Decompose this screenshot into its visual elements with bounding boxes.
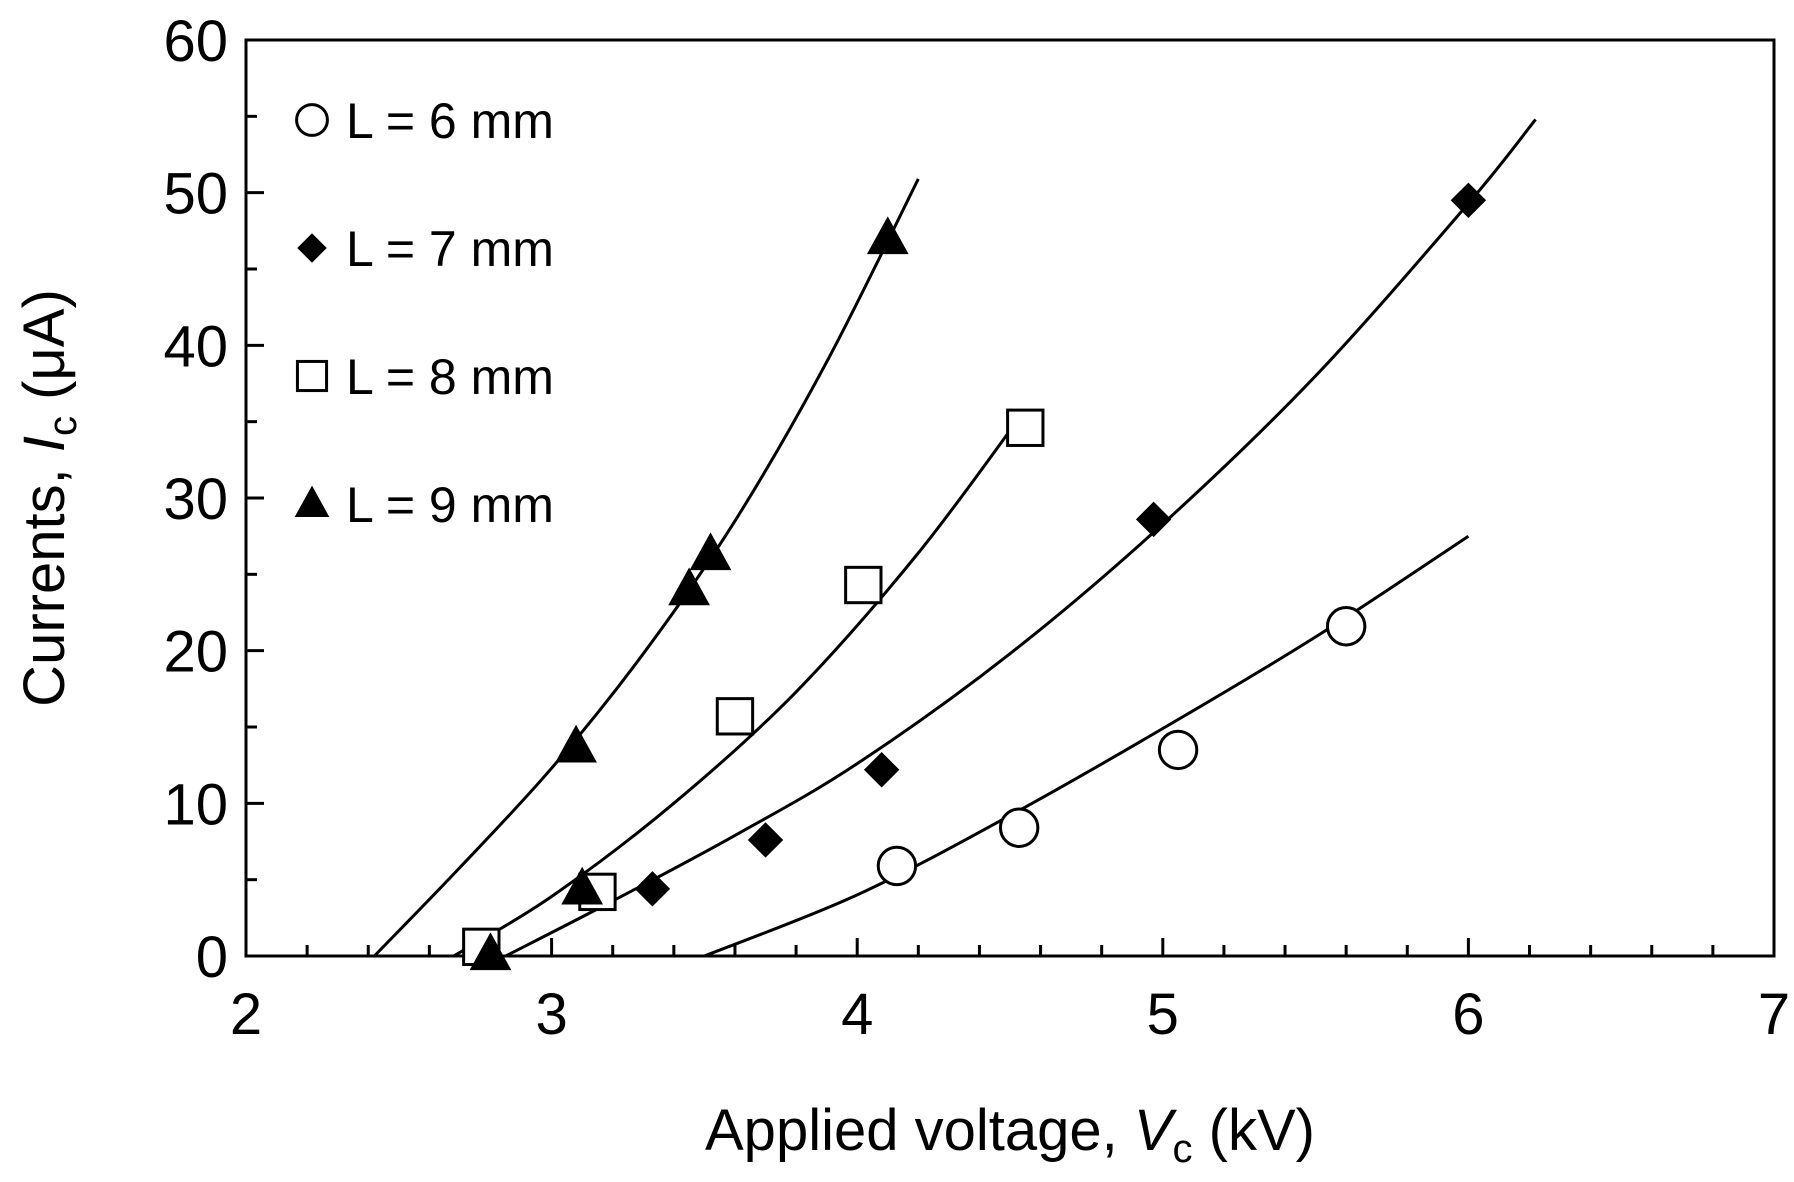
data-point-l9 — [469, 932, 512, 971]
data-point-l7 — [747, 822, 784, 858]
legend-marker-l7 — [297, 233, 327, 263]
x-tick-label: 6 — [1452, 982, 1484, 1047]
x-axis-title-symbol: V — [1134, 1098, 1178, 1163]
data-markers — [462, 182, 1487, 971]
data-point-l7 — [1135, 501, 1172, 538]
x-axis-title-unit: (kV) — [1193, 1098, 1315, 1163]
data-point-l9 — [555, 724, 597, 763]
legend-label-l8: L = 8 mm — [346, 349, 554, 405]
fit-curve-l9 — [373, 178, 920, 958]
y-axis-title-unit: (μA) — [12, 289, 77, 416]
y-tick-label: 50 — [163, 162, 228, 227]
data-point-l6 — [998, 807, 1040, 848]
y-tick-label: 40 — [163, 314, 228, 379]
x-tick-label: 2 — [230, 982, 262, 1047]
y-tick-label: 20 — [163, 620, 228, 685]
legend-marker-l9 — [294, 485, 330, 517]
data-point-l9 — [561, 866, 604, 905]
y-axis-title-subscript: c — [41, 416, 85, 436]
data-point-l9 — [689, 532, 732, 571]
x-tick-label: 3 — [535, 982, 567, 1047]
x-axis-title-prefix: Applied voltage, — [705, 1098, 1134, 1163]
x-axis-title-subscript: c — [1173, 1127, 1193, 1171]
legend-label-l9: L = 9 mm — [346, 477, 554, 533]
x-tick-label: 7 — [1758, 982, 1790, 1047]
y-axis-title: Currents, Ic (μA) — [12, 289, 85, 707]
y-tick-label: 60 — [163, 9, 228, 74]
y-axis-title-prefix: Currents, — [12, 452, 77, 707]
y-axis-title-symbol: I — [12, 436, 77, 452]
legend-label-l7: L = 7 mm — [346, 221, 554, 277]
x-tick-label: 4 — [841, 982, 873, 1047]
y-tick-label: 10 — [163, 772, 228, 837]
data-point-l7 — [634, 871, 671, 907]
y-tick-label: 0 — [196, 925, 228, 990]
data-point-l8 — [844, 565, 883, 605]
axis-ticks — [244, 38, 1776, 958]
data-point-l8 — [715, 697, 755, 736]
legend-marker-l8 — [295, 359, 329, 393]
data-point-l9 — [866, 216, 909, 255]
data-point-l6 — [876, 845, 918, 887]
data-point-l7 — [1450, 182, 1487, 219]
legend: L = 6 mm L = 7 mm L = 8 mm L = 9 mm — [294, 93, 554, 533]
tick-labels: 2 3 4 5 6 7 0 10 20 30 40 50 60 — [163, 9, 1790, 1047]
data-point-l8 — [1006, 408, 1045, 447]
data-point-l6 — [1325, 606, 1367, 647]
y-tick-label: 30 — [163, 467, 228, 532]
data-point-l9 — [668, 567, 710, 606]
data-point-l6 — [1157, 729, 1199, 771]
data-point-l7 — [863, 752, 900, 788]
x-tick-label: 5 — [1147, 982, 1179, 1047]
x-axis-title: Applied voltage, Vc (kV) — [705, 1098, 1315, 1171]
legend-marker-l6 — [295, 103, 329, 137]
fit-curve-l6 — [703, 534, 1470, 958]
legend-label-l6: L = 6 mm — [346, 93, 554, 149]
fit-curve-l7 — [505, 118, 1537, 958]
